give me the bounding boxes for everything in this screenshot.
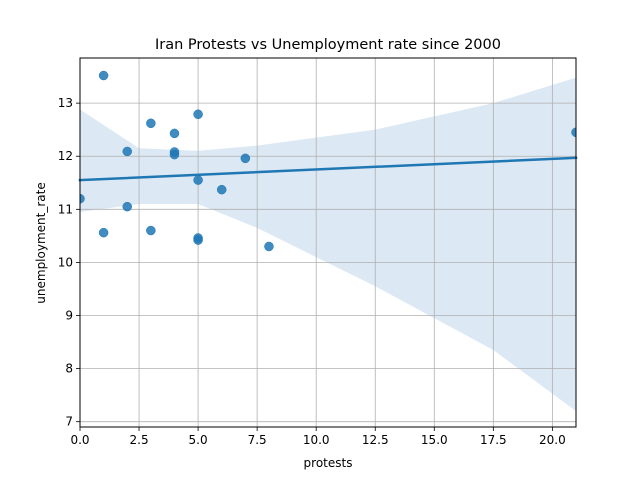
x-axis-label: protests xyxy=(304,456,353,470)
x-tick-label: 10.0 xyxy=(303,433,330,447)
data-point-6 xyxy=(146,225,156,236)
x-tick-label: 5.0 xyxy=(189,433,208,447)
data-point-3 xyxy=(122,146,132,157)
y-tick-label: 7 xyxy=(65,415,73,429)
data-point-17 xyxy=(571,127,576,138)
data-point-16 xyxy=(264,241,274,252)
y-tick-label: 12 xyxy=(58,149,73,163)
x-tick-label: 15.0 xyxy=(421,433,448,447)
data-point-4 xyxy=(122,201,132,212)
data-point-9 xyxy=(169,149,180,160)
grid-layer xyxy=(79,58,576,427)
data-point-1 xyxy=(98,70,109,81)
regression-line-layer xyxy=(78,156,578,182)
y-ticks: 7 8 9 10 11 12 13 xyxy=(58,96,80,429)
confidence-band-layer xyxy=(80,77,576,412)
data-point-13 xyxy=(193,235,203,245)
regression-line xyxy=(78,156,578,182)
x-tick-label: 7.5 xyxy=(248,433,267,447)
y-tick-label: 10 xyxy=(58,255,73,269)
y-tick-label: 8 xyxy=(65,362,73,376)
x-tick-label: 12.5 xyxy=(362,433,389,447)
data-point-7 xyxy=(169,128,180,139)
data-point-2 xyxy=(98,227,109,238)
confidence-band xyxy=(80,77,576,412)
data-point-11 xyxy=(193,175,203,185)
y-tick-label: 13 xyxy=(58,96,73,110)
data-point-10 xyxy=(193,109,203,120)
x-tick-label: 20.0 xyxy=(539,433,566,447)
y-axis-label: unemployment_rate xyxy=(34,182,48,303)
data-point-0 xyxy=(80,193,85,204)
y-tick-label: 9 xyxy=(65,309,73,323)
chart-title: Iran Protests vs Unemployment rate since… xyxy=(155,37,501,53)
data-point-15 xyxy=(240,153,251,164)
points-layer xyxy=(80,70,576,252)
x-tick-label: 0.0 xyxy=(70,433,89,447)
plot-frame xyxy=(79,57,577,428)
data-point-5 xyxy=(146,118,156,129)
x-tick-label: 17.5 xyxy=(480,433,507,447)
x-ticks: 0.0 2.5 5.0 7.5 10.0 12.5 15.0 17.5 20.0 xyxy=(70,427,566,447)
y-tick-label: 11 xyxy=(58,202,73,216)
x-tick-label: 2.5 xyxy=(130,433,149,447)
data-point-14 xyxy=(216,184,227,195)
